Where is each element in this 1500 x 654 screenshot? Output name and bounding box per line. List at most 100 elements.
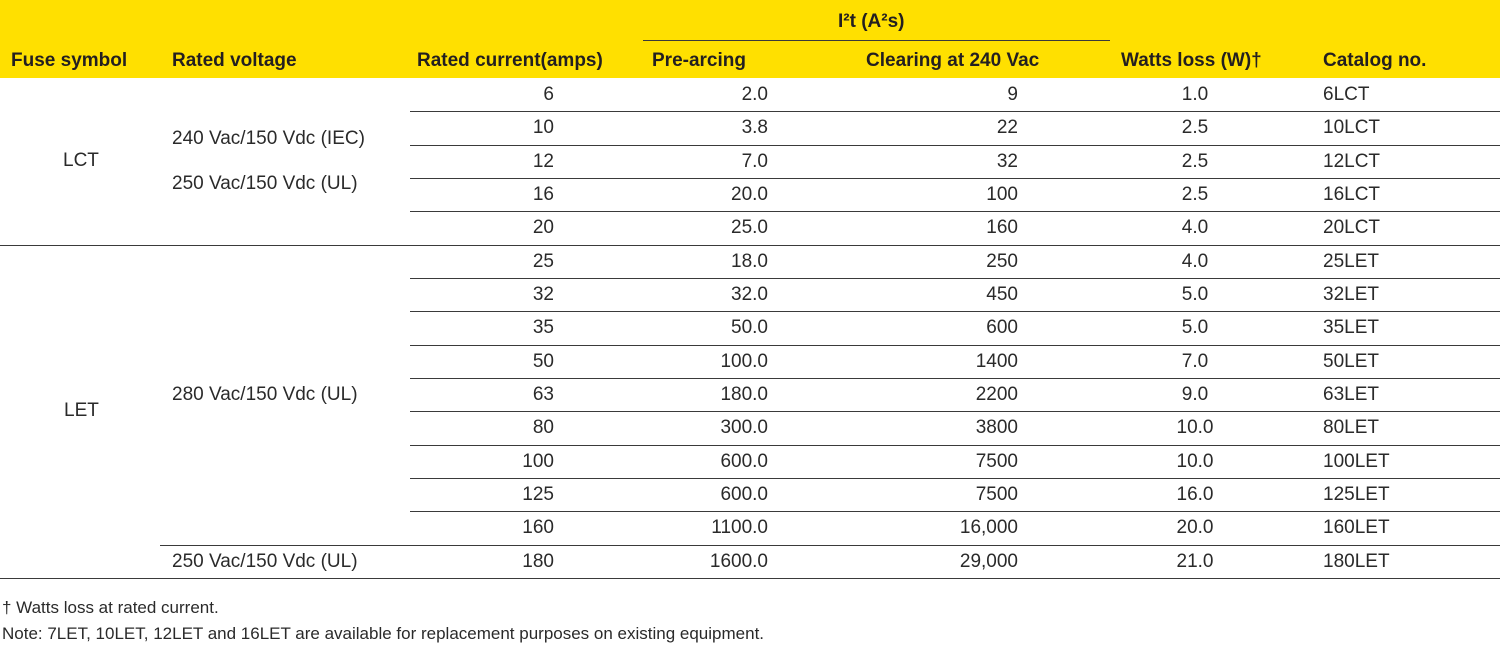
row-divider [410, 445, 1500, 446]
row-catalog-no: 160LET [1323, 517, 1390, 538]
i2t-group-rule [643, 40, 1110, 41]
row-divider [0, 578, 1500, 579]
row-current: 100 [522, 451, 554, 472]
row-divider [410, 378, 1500, 379]
row-current: 25 [532, 251, 554, 272]
row-catalog-no: 20LCT [1323, 217, 1381, 238]
header-rated-current: Rated current(amps) [417, 50, 603, 71]
row-current: 180 [522, 551, 554, 572]
row-watts-loss: 10.0 [1176, 417, 1214, 438]
row-divider [410, 278, 1500, 279]
row-divider [410, 478, 1500, 479]
row-pre-arcing: 7.0 [741, 151, 768, 172]
row-pre-arcing: 180.0 [720, 384, 768, 405]
row-current: 10 [532, 117, 554, 138]
row-pre-arcing: 3.8 [741, 117, 768, 138]
row-pre-arcing: 600.0 [720, 451, 768, 472]
row-watts-loss: 5.0 [1181, 284, 1209, 305]
row-watts-loss: 16.0 [1176, 484, 1214, 505]
footnote-note: Note: 7LET, 10LET, 12LET and 16LET are a… [2, 624, 765, 643]
row-divider [410, 411, 1500, 412]
row-current: 20 [532, 217, 554, 238]
row-watts-loss: 2.5 [1181, 117, 1209, 138]
row-divider [410, 111, 1500, 112]
row-catalog-no: 16LCT [1323, 184, 1381, 205]
row-pre-arcing: 1100.0 [711, 517, 768, 538]
row-clearing: 32 [996, 151, 1018, 172]
row-catalog-no: 32LET [1323, 284, 1379, 305]
row-clearing: 29,000 [959, 551, 1018, 572]
row-catalog-no: 10LCT [1323, 117, 1381, 138]
row-catalog-no: 180LET [1323, 551, 1390, 572]
row-current: 125 [522, 484, 554, 505]
header-i2t-group: I²t (A²s) [838, 11, 905, 32]
row-pre-arcing: 2.0 [741, 84, 768, 105]
row-watts-loss: 7.0 [1181, 351, 1209, 372]
row-pre-arcing: 50.0 [731, 317, 768, 338]
row-divider [410, 345, 1500, 346]
row-clearing: 450 [986, 284, 1018, 305]
row-pre-arcing: 1600.0 [709, 551, 768, 572]
group-voltage-let-250: 250 Vac/150 Vdc (UL) [172, 551, 358, 572]
row-clearing: 9 [1007, 84, 1018, 105]
group-fuse-symbol-let: LET [64, 400, 99, 421]
row-watts-loss: 4.0 [1181, 251, 1209, 272]
header-fuse-symbol: Fuse symbol [11, 50, 128, 71]
row-divider [410, 311, 1500, 312]
row-watts-loss: 2.5 [1181, 184, 1209, 205]
footnote-dagger: † Watts loss at rated current. [2, 598, 219, 617]
header-rated-voltage: Rated voltage [172, 50, 297, 71]
row-pre-arcing: 25.0 [731, 217, 768, 238]
row-clearing: 1400 [975, 351, 1018, 372]
group-fuse-symbol-lct: LCT [63, 150, 99, 171]
row-catalog-no: 50LET [1323, 351, 1379, 372]
header-clearing: Clearing at 240 Vac [866, 50, 1040, 71]
row-catalog-no: 80LET [1323, 417, 1379, 438]
row-watts-loss: 2.5 [1181, 151, 1209, 172]
row-clearing: 100 [986, 184, 1018, 205]
row-divider [410, 511, 1500, 512]
header-watts-loss: Watts loss (W)† [1121, 50, 1262, 71]
row-clearing: 600 [986, 317, 1018, 338]
row-current: 160 [522, 517, 554, 538]
row-pre-arcing: 32.0 [731, 284, 768, 305]
row-current: 35 [532, 317, 554, 338]
row-current: 80 [532, 417, 554, 438]
row-catalog-no: 100LET [1323, 451, 1390, 472]
row-clearing: 22 [996, 117, 1018, 138]
row-divider [410, 178, 1500, 179]
row-catalog-no: 6LCT [1323, 84, 1370, 105]
row-current: 32 [532, 284, 554, 305]
row-catalog-no: 63LET [1323, 384, 1379, 405]
row-pre-arcing: 100.0 [720, 351, 768, 372]
row-divider [160, 545, 1500, 546]
row-watts-loss: 1.0 [1181, 84, 1209, 105]
row-clearing: 2200 [975, 384, 1018, 405]
row-catalog-no: 125LET [1323, 484, 1390, 505]
group-voltage-lct-ul: 250 Vac/150 Vdc (UL) [172, 173, 358, 194]
row-divider [410, 211, 1500, 212]
table-header [0, 0, 1500, 78]
row-watts-loss: 21.0 [1176, 551, 1214, 572]
row-watts-loss: 9.0 [1181, 384, 1209, 405]
group-voltage-lct-iec: 240 Vac/150 Vdc (IEC) [172, 128, 365, 149]
row-catalog-no: 25LET [1323, 251, 1379, 272]
row-current: 6 [543, 84, 554, 105]
row-catalog-no: 12LCT [1323, 151, 1381, 172]
row-divider [410, 145, 1500, 146]
row-current: 63 [532, 384, 554, 405]
header-pre-arcing: Pre-arcing [652, 50, 746, 71]
row-pre-arcing: 20.0 [731, 184, 768, 205]
row-watts-loss: 4.0 [1181, 217, 1209, 238]
row-current: 12 [532, 151, 554, 172]
row-watts-loss: 5.0 [1181, 317, 1209, 338]
row-watts-loss: 10.0 [1176, 451, 1214, 472]
header-catalog-no: Catalog no. [1323, 50, 1427, 71]
row-catalog-no: 35LET [1323, 317, 1379, 338]
row-clearing: 3800 [975, 417, 1018, 438]
row-pre-arcing: 300.0 [720, 417, 768, 438]
row-clearing: 16,000 [959, 517, 1018, 538]
row-pre-arcing: 600.0 [720, 484, 768, 505]
row-current: 16 [532, 184, 554, 205]
group-voltage-let-280: 280 Vac/150 Vdc (UL) [172, 384, 358, 405]
